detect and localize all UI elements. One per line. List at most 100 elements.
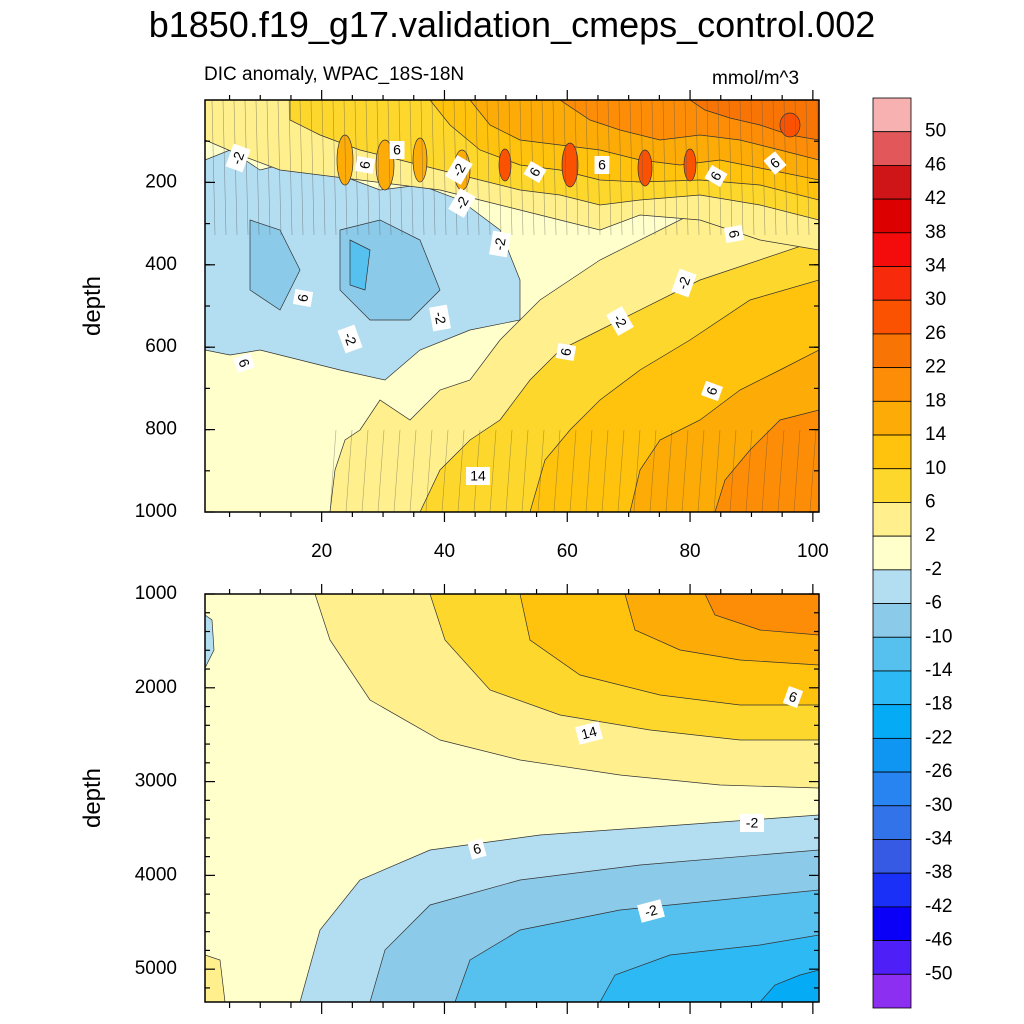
contour-label-bg — [466, 467, 490, 485]
upper-panel-fill — [205, 100, 819, 512]
contour-label: 6 — [389, 141, 405, 159]
colorbar-swatch — [872, 973, 912, 1009]
upper-contour-stripe — [376, 100, 381, 236]
upper-contour-stripe — [662, 100, 667, 236]
upper-blob-neg10 — [349, 239, 371, 291]
upper-contour-stripe — [563, 100, 568, 236]
upper-contour-stripe — [398, 100, 403, 236]
lower-y-tick-label: 1000 — [135, 583, 177, 604]
upper-y-tick-label: 400 — [145, 254, 177, 275]
upper-contour-stripe — [633, 429, 641, 512]
contour-label-text: 14 — [470, 468, 486, 484]
lower-y-tick-label: 5000 — [135, 958, 177, 979]
upper-contour-stripe — [310, 100, 315, 236]
contour-label: 6 — [704, 165, 728, 187]
contour-label-bg — [467, 838, 487, 860]
colorbar-swatch — [872, 333, 912, 369]
upper-y-tick-label: 600 — [145, 336, 177, 357]
contour-label: 6 — [555, 343, 577, 361]
upper-contour-stripe — [761, 100, 766, 236]
contour-label: -2 — [671, 268, 697, 298]
colorbar-swatch — [872, 400, 912, 436]
colorbar-label: 6 — [925, 491, 936, 512]
contour-label-text: 6 — [294, 293, 311, 304]
contour-label-bg — [354, 156, 376, 174]
upper-contour-stripe — [541, 100, 546, 236]
contour-label-bg — [448, 188, 476, 218]
colorbar-label: 10 — [925, 458, 946, 479]
colorbar-label: 46 — [925, 154, 946, 175]
colorbar-label: -38 — [925, 862, 952, 883]
colorbar-label: 38 — [925, 222, 946, 243]
contour-label-bg — [606, 306, 634, 336]
upper-contour-stripe — [783, 100, 788, 236]
contour-label: 6 — [467, 838, 487, 860]
colorbar-swatch — [872, 636, 912, 672]
upper-contour-stripe — [329, 429, 337, 512]
colorbar-swatch — [872, 131, 912, 166]
upper-contour-stripe — [377, 429, 385, 512]
upper-contour-stripe — [706, 100, 711, 236]
contour-label: -2 — [606, 306, 634, 336]
upper-y-tick-label: 1000 — [135, 501, 177, 522]
contour-label-bg — [225, 143, 251, 173]
colorbar-label: 22 — [925, 357, 946, 378]
upper-contour-stripe — [553, 429, 561, 512]
upper-contour-stripe — [617, 429, 625, 512]
upper-contour-stripe — [489, 429, 497, 512]
contour-label-bg — [429, 304, 451, 332]
contour-label: 6 — [594, 156, 610, 174]
colorbar-label: -26 — [925, 761, 952, 782]
upper-contour-stripe — [332, 100, 337, 236]
upper-contour-stripe — [299, 100, 304, 236]
x-tick-label: 100 — [797, 541, 829, 562]
colorbar-swatch — [872, 266, 912, 301]
contour-label: -2 — [429, 304, 451, 332]
upper-contour-stripe — [409, 429, 417, 512]
colorbar-swatch — [872, 805, 912, 840]
contour-label-text: -2 — [228, 149, 247, 166]
colorbar-swatch — [872, 198, 912, 234]
colorbar-label: -22 — [925, 727, 952, 748]
upper-contour-stripe — [288, 100, 293, 236]
colorbar-swatch — [872, 434, 912, 470]
contour-label: -2 — [225, 143, 251, 173]
contour-label-text: 6 — [598, 157, 606, 173]
upper-contour-stripe — [739, 100, 744, 236]
upper-contour-stripe — [665, 429, 673, 512]
colorbar-swatch — [872, 535, 912, 571]
contour-label: 14 — [466, 467, 490, 485]
contour-label: 6 — [354, 156, 376, 174]
upper-y-tick-label: 800 — [145, 419, 177, 440]
contour-label: 6 — [763, 151, 787, 175]
upper-contour-stripe — [537, 429, 545, 512]
upper-contour-stripe — [697, 429, 705, 512]
upper-y-axis-title: depth — [79, 276, 106, 336]
upper-hotspot — [779, 112, 801, 138]
contour-label-text: -2 — [491, 236, 509, 251]
contour-label: -2 — [448, 188, 476, 218]
upper-contour-stripe — [505, 429, 513, 512]
upper-contour-stripe — [387, 100, 392, 236]
x-tick-label: 80 — [679, 541, 700, 562]
upper-contour-stripe — [750, 100, 755, 236]
upper-y-tick-label: 200 — [145, 171, 177, 192]
upper-contour-stripe — [361, 429, 369, 512]
contour-label: -2 — [337, 324, 363, 354]
upper-contour-stripe — [457, 429, 465, 512]
upper-contour-stripe — [574, 100, 579, 236]
contour-label: 6 — [700, 380, 724, 402]
colorbar-label: -50 — [925, 963, 952, 984]
lower-y-axis-title: depth — [79, 768, 106, 828]
upper-contour-stripe — [343, 100, 348, 236]
upper-contour-stripe — [519, 100, 524, 236]
colorbar-swatch — [872, 502, 912, 537]
upper-contour-stripe — [761, 429, 769, 512]
upper-contour-stripe — [618, 100, 623, 236]
contour-label-bg — [555, 343, 577, 361]
lower-panel-frame — [204, 593, 820, 1003]
colorbar-label: -46 — [925, 930, 952, 951]
colorbar-swatch — [872, 940, 912, 975]
upper-contour-stripe — [729, 429, 737, 512]
